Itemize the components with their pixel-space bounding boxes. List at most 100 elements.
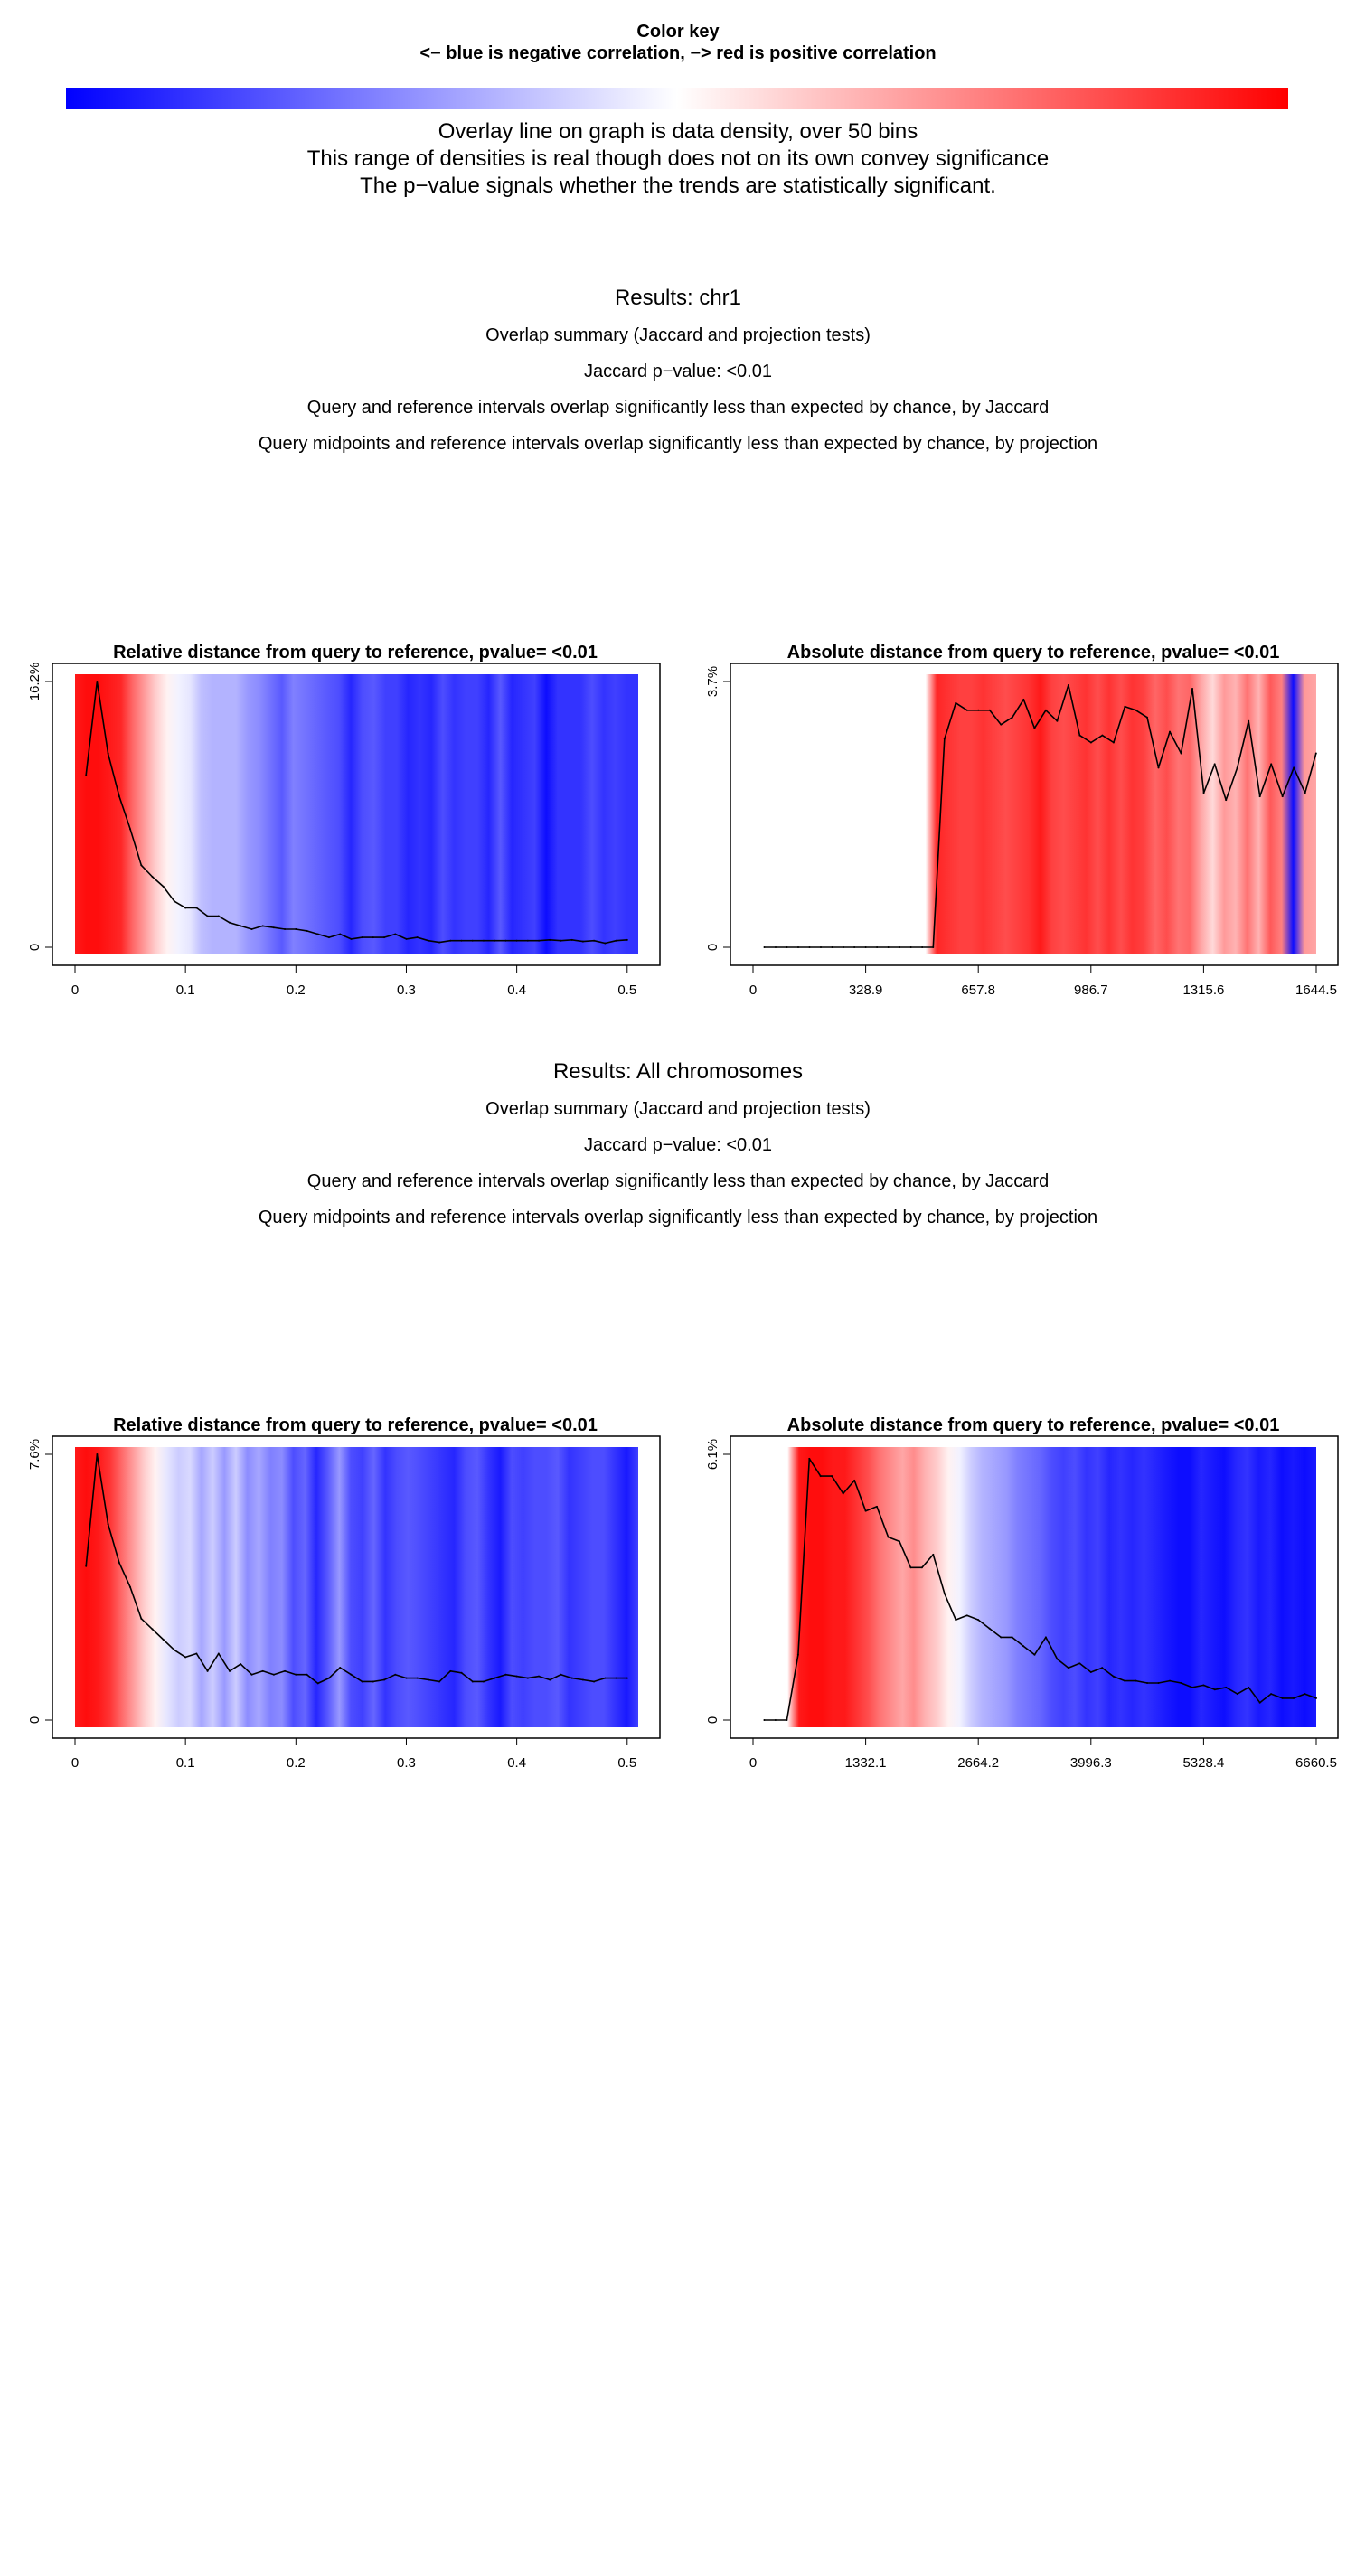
density-line [85,1453,627,1685]
projection-conclusion: Query midpoints and reference intervals … [258,434,1098,454]
density-line [764,1457,1317,1721]
density-point [1191,687,1194,690]
density-point [339,933,342,935]
density-point [864,946,867,948]
jaccard-conclusion: Query and reference intervals overlap si… [306,398,1050,418]
density-point [920,1566,923,1569]
density-point [560,939,562,942]
density-point [515,1675,518,1678]
density-point [988,709,991,711]
density-point [876,1505,879,1508]
density-point [1314,752,1317,755]
density-point [581,940,584,943]
x-tick-label: 0 [71,982,79,998]
density-point [118,1561,120,1564]
correlation-heat-band [753,674,1316,954]
jaccard-conclusion: Query and reference intervals overlap si… [306,1171,1050,1191]
density-point [786,1719,788,1721]
density-point [808,946,811,948]
density-point [482,939,485,942]
density-point [1124,705,1126,708]
density-point [438,1680,441,1683]
density-point [162,1639,165,1641]
density-point [107,1523,109,1526]
density-point [615,1677,617,1679]
density-point [1022,1645,1025,1648]
density-point [284,928,287,931]
density-point [819,1475,822,1478]
chart-title: Relative distance from query to referenc… [113,1415,598,1435]
density-point [1157,766,1160,769]
density-point [538,939,541,942]
x-tick-label: 0.1 [176,1755,195,1771]
density-point [1202,792,1205,794]
density-point [604,942,607,945]
density-point [449,939,452,942]
density-point [85,774,88,776]
density-point [460,1671,463,1674]
x-tick-label: 0 [749,1755,757,1771]
y-tick-label: 7.6% [27,1439,42,1470]
y-tick-label: 3.7% [705,666,720,697]
density-point [229,1669,231,1672]
density-point [955,1619,957,1622]
density-point [350,1673,353,1676]
jaccard-pvalue: Jaccard p−value: <0.01 [584,1135,772,1155]
density-point [306,929,308,932]
density-point [140,1617,143,1620]
density-point [1112,741,1115,744]
color-key-gradient-bar [66,88,1288,109]
density-point [1056,1658,1059,1660]
note-density: Overlay line on graph is data density, o… [438,119,918,144]
x-tick-label: 0.3 [397,982,416,998]
density-point [471,1680,474,1683]
y-tick-label: 0 [705,1716,720,1724]
density-point [1314,1697,1317,1699]
density-point [1225,1686,1228,1688]
density-point [965,1614,968,1617]
x-tick-label: 6660.5 [1295,1755,1337,1771]
density-point [899,946,901,948]
x-tick-label: 328.9 [849,982,883,998]
density-point [932,946,935,948]
density-point [1078,1662,1081,1665]
y-tick-label: 0 [27,944,42,951]
density-point [1304,792,1306,794]
density-point [217,915,220,917]
x-tick-label: 0.5 [617,1755,636,1771]
density-point [1101,734,1104,737]
chart-relative-distance-all: Relative distance from query to referenc… [27,1415,661,1771]
density-point [515,939,518,942]
density-point [173,900,175,903]
jaccard-pvalue: Jaccard p−value: <0.01 [584,362,772,381]
density-point [932,1553,935,1556]
x-tick-label: 1644.5 [1295,982,1337,998]
density-point [107,752,109,755]
density-point [842,1492,844,1495]
density-point [909,946,912,948]
density-point [1213,1688,1216,1691]
density-point [295,1673,297,1676]
density-point [1033,1653,1036,1656]
density-point [272,926,275,929]
density-point [1044,709,1047,711]
density-point [327,936,330,939]
density-point [1056,719,1059,722]
density-line [764,684,1317,948]
density-point [581,1678,584,1681]
correlation-heat-band [75,1447,638,1727]
y-tick-label: 0 [27,1716,42,1724]
plot-frame [52,1435,661,1739]
density-point [977,709,980,711]
density-point [405,937,408,940]
density-point [195,1652,198,1655]
x-tick-label: 657.8 [961,982,995,998]
density-point [449,1669,452,1672]
section-title-chr1: Results: chr1 [614,286,742,310]
density-point [427,939,429,942]
density-point [416,1677,419,1679]
x-tick-label: 0.2 [287,982,306,998]
density-point [1248,719,1250,722]
density-point [763,1719,766,1721]
density-point [560,1673,562,1676]
